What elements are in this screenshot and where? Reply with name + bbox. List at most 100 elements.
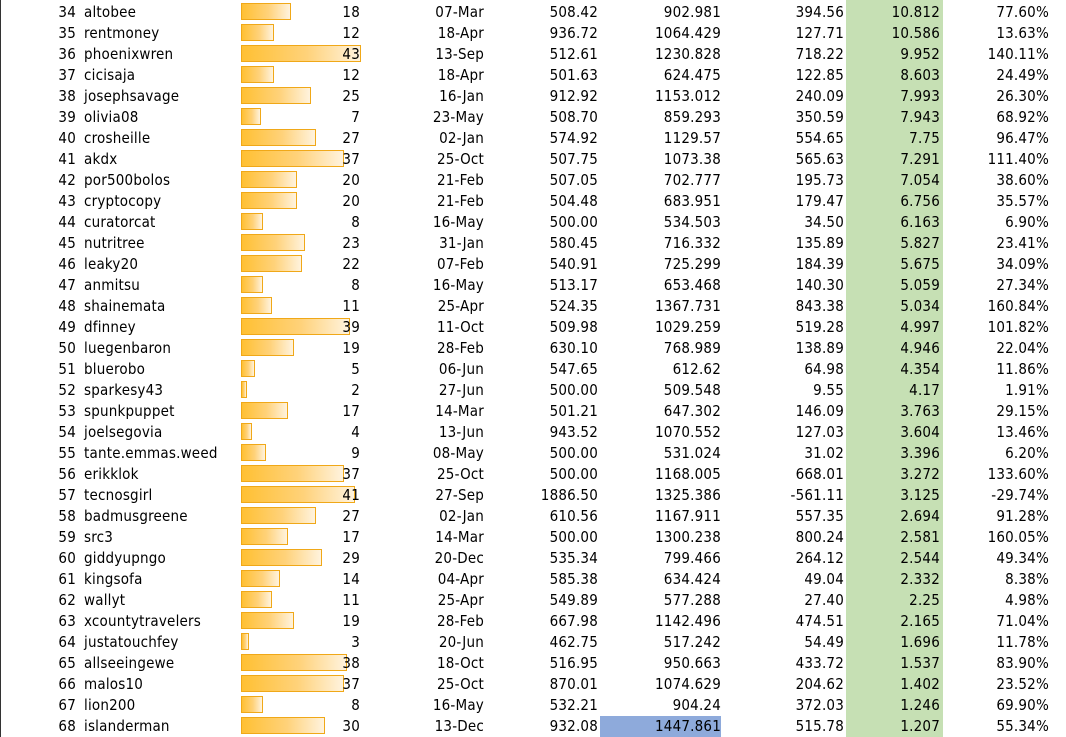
rank-cell[interactable]: 46: [58, 255, 76, 273]
percent-cell[interactable]: 6.20%: [1005, 444, 1049, 462]
score-cell[interactable]: 2.165: [900, 612, 940, 630]
percent-cell[interactable]: 160.05%: [987, 528, 1049, 546]
value-cell[interactable]: 634.424: [663, 570, 721, 588]
value-cell[interactable]: 580.45: [549, 234, 598, 252]
rank-cell[interactable]: 43: [58, 192, 76, 210]
username-cell[interactable]: por500bolos: [84, 171, 171, 189]
date-cell[interactable]: 06-Jun: [438, 360, 484, 378]
username-cell[interactable]: lion200: [84, 696, 136, 714]
difference-cell[interactable]: 146.09: [795, 402, 844, 420]
date-cell[interactable]: 18-Apr: [437, 66, 484, 84]
percent-cell[interactable]: 101.82%: [987, 318, 1049, 336]
difference-cell[interactable]: 64.98: [804, 360, 844, 378]
rank-cell[interactable]: 53: [58, 402, 76, 420]
percent-cell[interactable]: 133.60%: [987, 465, 1049, 483]
rank-cell[interactable]: 64: [58, 633, 76, 651]
username-cell[interactable]: islanderman: [84, 717, 170, 735]
rank-cell[interactable]: 56: [58, 465, 76, 483]
date-cell[interactable]: 14-Mar: [435, 402, 484, 420]
value-cell[interactable]: 501.63: [549, 66, 598, 84]
percent-cell[interactable]: 160.84%: [987, 297, 1049, 315]
date-cell[interactable]: 07-Feb: [436, 255, 484, 273]
score-cell[interactable]: 1.207: [900, 717, 940, 735]
difference-cell[interactable]: 127.03: [795, 423, 844, 441]
percent-cell[interactable]: 34.09%: [996, 255, 1049, 273]
percent-cell[interactable]: 8.38%: [1005, 570, 1049, 588]
value-cell[interactable]: 1153.012: [655, 87, 721, 105]
value-cell[interactable]: 683.951: [663, 192, 721, 210]
count-databar-cell[interactable]: 37: [240, 674, 362, 695]
value-cell[interactable]: 540.91: [549, 255, 598, 273]
date-cell[interactable]: 16-May: [432, 696, 484, 714]
score-cell[interactable]: 4.997: [900, 318, 940, 336]
value-cell[interactable]: 508.42: [549, 3, 598, 21]
count-databar-cell[interactable]: 22: [240, 254, 362, 275]
percent-cell[interactable]: 24.49%: [996, 66, 1049, 84]
count-databar-cell[interactable]: 17: [240, 527, 362, 548]
count-databar-cell[interactable]: 8: [240, 212, 362, 233]
value-cell[interactable]: 509.98: [549, 318, 598, 336]
value-cell[interactable]: 870.01: [549, 675, 598, 693]
value-cell[interactable]: 585.38: [549, 570, 598, 588]
difference-cell[interactable]: 474.51: [795, 612, 844, 630]
percent-cell[interactable]: 69.90%: [996, 696, 1049, 714]
rank-cell[interactable]: 35: [58, 24, 76, 42]
percent-cell[interactable]: 140.11%: [987, 45, 1049, 63]
rank-cell[interactable]: 63: [58, 612, 76, 630]
rank-cell[interactable]: 45: [58, 234, 76, 252]
count-databar-cell[interactable]: 2: [240, 380, 362, 401]
difference-cell[interactable]: 554.65: [795, 129, 844, 147]
count-databar-cell[interactable]: 7: [240, 107, 362, 128]
count-databar-cell[interactable]: 29: [240, 548, 362, 569]
percent-cell[interactable]: 96.47%: [996, 129, 1049, 147]
count-databar-cell[interactable]: 8: [240, 695, 362, 716]
difference-cell[interactable]: 843.38: [795, 297, 844, 315]
date-cell[interactable]: 21-Feb: [436, 192, 484, 210]
score-cell[interactable]: 2.332: [900, 570, 940, 588]
score-cell[interactable]: 2.544: [900, 549, 940, 567]
count-databar-cell[interactable]: 41: [240, 485, 362, 506]
percent-cell[interactable]: 27.34%: [996, 276, 1049, 294]
value-cell[interactable]: 1168.005: [655, 465, 721, 483]
value-cell[interactable]: 513.17: [549, 276, 598, 294]
date-cell[interactable]: 20-Dec: [434, 549, 484, 567]
username-cell[interactable]: josephsavage: [84, 87, 180, 105]
count-databar-cell[interactable]: 38: [240, 653, 362, 674]
score-cell[interactable]: 5.675: [900, 255, 940, 273]
date-cell[interactable]: 28-Feb: [436, 339, 484, 357]
username-cell[interactable]: kingsofa: [84, 570, 143, 588]
value-cell[interactable]: 1300.238: [655, 528, 721, 546]
difference-cell[interactable]: 9.55: [813, 381, 844, 399]
username-cell[interactable]: luegenbaron: [84, 339, 172, 357]
difference-cell[interactable]: 138.89: [795, 339, 844, 357]
value-cell[interactable]: 725.299: [663, 255, 721, 273]
username-cell[interactable]: xcountytravelers: [84, 612, 201, 630]
date-cell[interactable]: 02-Jan: [439, 507, 484, 525]
percent-cell[interactable]: 111.40%: [987, 150, 1049, 168]
date-cell[interactable]: 27-Jun: [438, 381, 484, 399]
date-cell[interactable]: 16-May: [432, 213, 484, 231]
difference-cell[interactable]: 394.56: [795, 3, 844, 21]
username-cell[interactable]: erikklok: [84, 465, 139, 483]
username-cell[interactable]: wallyt: [84, 591, 126, 609]
rank-cell[interactable]: 47: [58, 276, 76, 294]
value-cell[interactable]: 630.10: [549, 339, 598, 357]
score-cell[interactable]: 9.952: [900, 45, 940, 63]
value-cell[interactable]: 1074.629: [655, 675, 721, 693]
value-cell[interactable]: 547.65: [549, 360, 598, 378]
score-cell[interactable]: 5.059: [900, 276, 940, 294]
value-cell[interactable]: 500.00: [549, 213, 598, 231]
username-cell[interactable]: malos10: [84, 675, 144, 693]
percent-cell[interactable]: 35.57%: [996, 192, 1049, 210]
value-cell[interactable]: 500.00: [549, 381, 598, 399]
value-cell[interactable]: 943.52: [549, 423, 598, 441]
date-cell[interactable]: 31-Jan: [439, 234, 484, 252]
count-databar-cell[interactable]: 18: [240, 2, 362, 23]
username-cell[interactable]: leaky20: [84, 255, 139, 273]
username-cell[interactable]: joelsegovia: [84, 423, 163, 441]
rank-cell[interactable]: 49: [58, 318, 76, 336]
difference-cell[interactable]: 565.63: [795, 150, 844, 168]
date-cell[interactable]: 18-Apr: [437, 24, 484, 42]
value-cell[interactable]: 1129.57: [663, 129, 721, 147]
